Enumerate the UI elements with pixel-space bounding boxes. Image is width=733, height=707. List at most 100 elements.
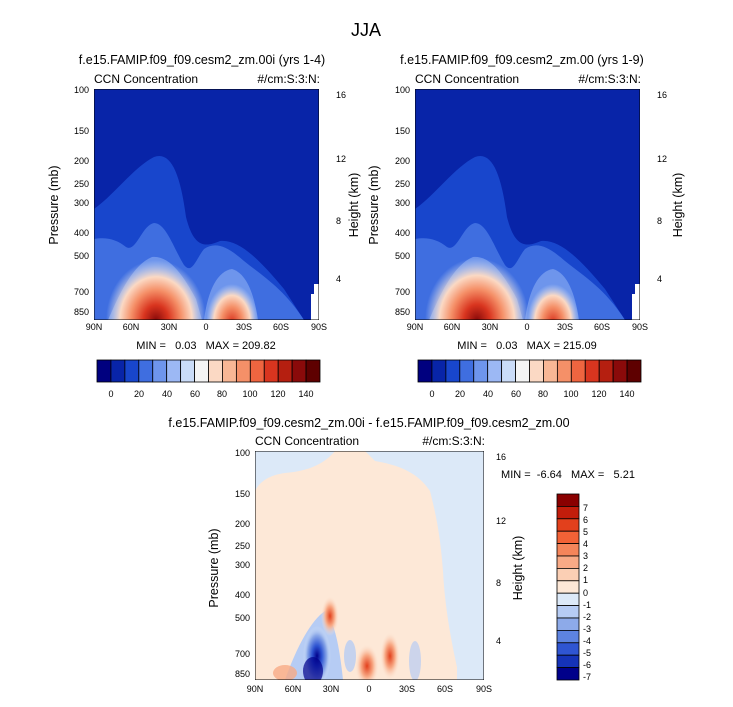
panel-1-ylabel: Pressure (mb) bbox=[47, 165, 61, 244]
panel-1-title: f.e15.FAMIP.f09_f09.cesm2_zm.00i (yrs 1-… bbox=[79, 53, 325, 67]
panel-1-cb-label-40: 40 bbox=[162, 389, 172, 399]
panel-1-cb-label-80: 80 bbox=[217, 389, 227, 399]
panel-3-colorbar: 7 6 5 4 3 2 1 0 -1 -2 -3 -4 -5 -6 -7 bbox=[556, 493, 591, 682]
panel-1-ytick-100: 100 bbox=[74, 85, 89, 95]
panel-1-ytick-500: 500 bbox=[74, 251, 89, 261]
panel-3-cb-label-3: 3 bbox=[583, 551, 588, 561]
panel-3-ytick-100: 100 bbox=[235, 448, 250, 458]
panel-3-cb-label-6: 6 bbox=[583, 515, 588, 525]
panel-1-rtick-16: 16 bbox=[336, 90, 346, 100]
panel-2-colorbar-swatch bbox=[431, 359, 447, 383]
panel-1-x-ticks: 90N 60N 30N 0 30S 60S 90S bbox=[86, 322, 327, 332]
panel-2-cb-label-100: 100 bbox=[563, 389, 578, 399]
panel-1-xtick-60s: 60S bbox=[273, 322, 289, 332]
panel-1-left-label: CCN Concentration bbox=[94, 72, 198, 86]
panel-2-ytick-250: 250 bbox=[395, 179, 410, 189]
panel-1-xtick-30s: 30S bbox=[236, 322, 252, 332]
panel-3-cb-label-m4: -4 bbox=[583, 636, 591, 646]
panel-3-title: f.e15.FAMIP.f09_f09.cesm2_zm.00i - f.e15… bbox=[168, 416, 569, 430]
panel-2-y-ticks-right: 16 12 8 4 bbox=[657, 90, 667, 284]
panel-2-colorbar-swatch bbox=[570, 359, 586, 383]
panel-3-cb-label-m7: -7 bbox=[583, 672, 591, 682]
panel-1-xtick-90s: 90S bbox=[311, 322, 327, 332]
panel-1-colorbar-swatch bbox=[208, 359, 223, 383]
panel-3-colorbar-swatch bbox=[556, 592, 580, 607]
panel-1-colorbar-swatch bbox=[124, 359, 140, 383]
panel-2-colorbar-swatch bbox=[445, 359, 461, 383]
panel-1-colorbar-swatch bbox=[96, 359, 112, 383]
panel-3-xtick-0: 0 bbox=[366, 684, 371, 694]
panel-2-colorbar-swatch bbox=[584, 359, 600, 383]
panel-1-colorbar-swatch bbox=[305, 359, 321, 383]
panel-1-cb-label-20: 20 bbox=[134, 389, 144, 399]
panel-3-cb-label-m6: -6 bbox=[583, 660, 591, 670]
panel-1-y-ticks: 100 150 200 250 300 400 500 700 850 bbox=[74, 85, 89, 317]
panel-2-colorbar-swatch bbox=[556, 359, 572, 383]
panel-3-colorbar-swatch bbox=[556, 505, 580, 520]
panel-3-xtick-30n: 30N bbox=[323, 684, 340, 694]
panel-2-ylabel: Pressure (mb) bbox=[367, 165, 381, 244]
panel-3-cb-label-0: 0 bbox=[583, 588, 588, 598]
panel-1-colorbar-swatch bbox=[222, 359, 237, 383]
panel-3-cb-label-m2: -2 bbox=[583, 612, 591, 622]
panel-1-colorbar-swatch bbox=[166, 359, 182, 383]
panel-2-cb-label-120: 120 bbox=[591, 389, 606, 399]
panel-2-colorbar-swatch bbox=[598, 359, 614, 383]
panel-3-xtick-90n: 90N bbox=[247, 684, 264, 694]
panel-1-ylabel-right: Height (km) bbox=[347, 173, 361, 238]
panel-3-rtick-16: 16 bbox=[496, 452, 506, 462]
panel-3-cb-label-m5: -5 bbox=[583, 648, 591, 658]
panel-1-ytick-150: 150 bbox=[74, 126, 89, 136]
panel-2-stats: MIN = 0.03 MAX = 215.09 bbox=[457, 340, 596, 352]
panel-3-colorbar-swatch bbox=[556, 617, 580, 631]
panel-2-ytick-850: 850 bbox=[395, 307, 410, 317]
panel-3-colorbar-swatch bbox=[556, 654, 580, 669]
panel-2-cb-label-60: 60 bbox=[511, 389, 521, 399]
panel-2-ytick-200: 200 bbox=[395, 156, 410, 166]
panel-3-left-label: CCN Concentration bbox=[255, 434, 359, 448]
panel-2-colorbar-swatch bbox=[543, 359, 558, 383]
panel-2-cb-label-40: 40 bbox=[483, 389, 493, 399]
panel-2-xtick-90s: 90S bbox=[632, 322, 648, 332]
panel-3-ytick-250: 250 bbox=[235, 541, 250, 551]
panel-1-rtick-8: 8 bbox=[336, 216, 341, 226]
panel-3-colorbar-swatch bbox=[556, 568, 580, 582]
panel-3-colorbar-swatch bbox=[556, 642, 580, 656]
panel-2-colorbar-swatch bbox=[612, 359, 628, 383]
panel-3-xtick-60n: 60N bbox=[285, 684, 302, 694]
panel-1-y-ticks-right: 16 12 8 4 bbox=[336, 90, 346, 284]
panel-2-ytick-100: 100 bbox=[395, 85, 410, 95]
panel-2-cb-label-20: 20 bbox=[455, 389, 465, 399]
panel-3-xtick-90s: 90S bbox=[476, 684, 492, 694]
panel-2-cb-label-80: 80 bbox=[538, 389, 548, 399]
panel-1-cb-label-60: 60 bbox=[190, 389, 200, 399]
panel-3-cb-label-7: 7 bbox=[583, 503, 588, 513]
panel-2-y-ticks: 100 150 200 250 300 400 500 700 850 bbox=[395, 85, 410, 317]
panel-3-ytick-850: 850 bbox=[235, 669, 250, 679]
panel-3-cb-label-2: 2 bbox=[583, 563, 588, 573]
panel-2-cb-label-140: 140 bbox=[619, 389, 634, 399]
panel-3-rtick-12: 12 bbox=[496, 516, 506, 526]
panel-2-x-ticks: 90N 60N 30N 0 30S 60S 90S bbox=[407, 322, 648, 332]
panel-3-colorbar-swatch bbox=[556, 580, 580, 594]
panel-1-ytick-850: 850 bbox=[74, 307, 89, 317]
panel-3-colorbar-swatch bbox=[556, 518, 580, 532]
panel-2-colorbar-swatch bbox=[501, 359, 516, 383]
panel-2-colorbar-swatch bbox=[473, 359, 489, 383]
panel-3: f.e15.FAMIP.f09_f09.cesm2_zm.00i - f.e15… bbox=[168, 416, 635, 694]
panel-1-cb-label-100: 100 bbox=[242, 389, 257, 399]
panel-3-plot-area bbox=[255, 451, 484, 680]
panel-2-right-label: #/cm:S:3:N: bbox=[578, 72, 641, 86]
panel-3-rtick-4: 4 bbox=[496, 636, 501, 646]
panel-2-rtick-16: 16 bbox=[657, 90, 667, 100]
panel-3-colorbar-swatch bbox=[556, 667, 580, 681]
panel-2-left-label: CCN Concentration bbox=[415, 72, 519, 86]
panel-3-colorbar-swatch bbox=[556, 543, 580, 557]
panel-3-x-ticks: 90N 60N 30N 0 30S 60S 90S bbox=[247, 684, 492, 694]
panel-1-right-label: #/cm:S:3:N: bbox=[257, 72, 320, 86]
panel-1-colorbar-swatch bbox=[138, 359, 154, 383]
panel-2-title: f.e15.FAMIP.f09_f09.cesm2_zm.00 (yrs 1-9… bbox=[400, 53, 644, 67]
panel-3-stats: MIN = -6.64 MAX = 5.21 bbox=[501, 469, 635, 481]
panel-1-colorbar-swatch bbox=[180, 359, 195, 383]
